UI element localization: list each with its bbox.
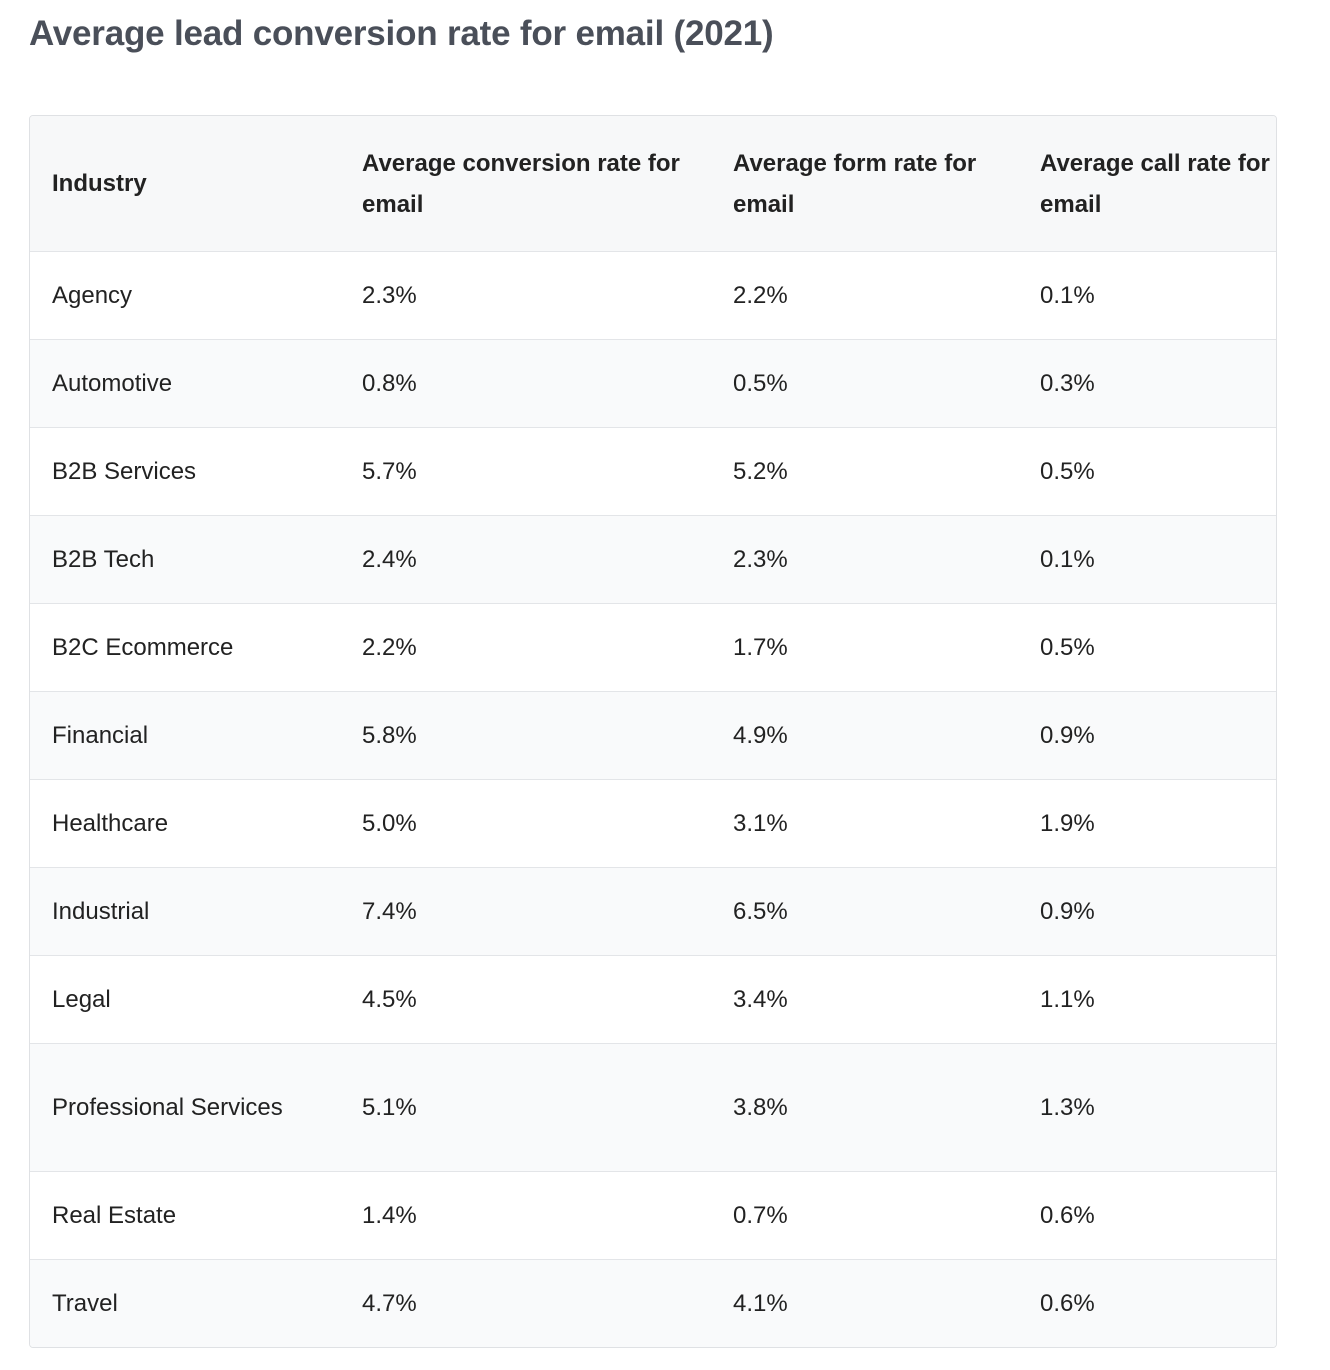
table-row: Agency 2.3% 2.2% 0.1% (30, 251, 1276, 340)
table-row: Legal 4.5% 3.4% 1.1% (30, 955, 1276, 1044)
form-rate-cell: 2.2% (711, 251, 1018, 340)
call-rate-cell: 0.9% (1018, 691, 1276, 780)
conversion-rate-cell: 5.8% (340, 691, 711, 780)
header-conversion-rate: Average conversion rate for email (340, 116, 711, 252)
call-rate-cell: 0.1% (1018, 251, 1276, 340)
conversion-rate-cell: 7.4% (340, 867, 711, 956)
page-title: Average lead conversion rate for email (… (29, 14, 774, 53)
header-industry: Industry (30, 116, 340, 252)
form-rate-cell: 4.1% (711, 1259, 1018, 1347)
form-rate-cell: 4.9% (711, 691, 1018, 780)
industry-cell: Industrial (30, 867, 340, 956)
conversion-rate-cell: 2.4% (340, 515, 711, 604)
industry-cell: Real Estate (30, 1171, 340, 1260)
industry-cell: Healthcare (30, 779, 340, 868)
table-row: Automotive 0.8% 0.5% 0.3% (30, 339, 1276, 428)
call-rate-cell: 0.1% (1018, 515, 1276, 604)
call-rate-cell: 0.5% (1018, 427, 1276, 516)
header-form-rate: Average form rate for email (711, 116, 1018, 252)
form-rate-cell: 1.7% (711, 603, 1018, 692)
form-rate-cell: 5.2% (711, 427, 1018, 516)
conversion-rate-cell: 4.7% (340, 1259, 711, 1347)
industry-cell: Travel (30, 1259, 340, 1347)
call-rate-cell: 0.9% (1018, 867, 1276, 956)
call-rate-cell: 1.9% (1018, 779, 1276, 868)
form-rate-cell: 0.7% (711, 1171, 1018, 1260)
header-call-rate: Average call rate for email (1018, 116, 1276, 252)
form-rate-cell: 3.8% (711, 1043, 1018, 1172)
call-rate-cell: 0.5% (1018, 603, 1276, 692)
conversion-rate-table: Industry Average conversion rate for ema… (29, 115, 1277, 1348)
table-row: Real Estate 1.4% 0.7% 0.6% (30, 1171, 1276, 1260)
call-rate-cell: 1.3% (1018, 1043, 1276, 1172)
call-rate-cell: 0.6% (1018, 1259, 1276, 1347)
industry-cell: B2B Services (30, 427, 340, 516)
industry-cell: Professional Services (30, 1043, 340, 1172)
call-rate-cell: 0.6% (1018, 1171, 1276, 1260)
call-rate-cell: 1.1% (1018, 955, 1276, 1044)
industry-cell: Automotive (30, 339, 340, 428)
table-row: Healthcare 5.0% 3.1% 1.9% (30, 779, 1276, 868)
form-rate-cell: 6.5% (711, 867, 1018, 956)
conversion-rate-cell: 0.8% (340, 339, 711, 428)
table-row: B2B Tech 2.4% 2.3% 0.1% (30, 515, 1276, 604)
conversion-rate-cell: 1.4% (340, 1171, 711, 1260)
form-rate-cell: 0.5% (711, 339, 1018, 428)
conversion-rate-cell: 5.7% (340, 427, 711, 516)
conversion-rate-cell: 5.1% (340, 1043, 711, 1172)
table-row: Professional Services 5.1% 3.8% 1.3% (30, 1043, 1276, 1172)
industry-cell: Legal (30, 955, 340, 1044)
industry-cell: B2B Tech (30, 515, 340, 604)
table-row: Industrial 7.4% 6.5% 0.9% (30, 867, 1276, 956)
conversion-rate-cell: 5.0% (340, 779, 711, 868)
table-row: Travel 4.7% 4.1% 0.6% (30, 1259, 1276, 1347)
call-rate-cell: 0.3% (1018, 339, 1276, 428)
conversion-rate-cell: 4.5% (340, 955, 711, 1044)
table-row: B2B Services 5.7% 5.2% 0.5% (30, 427, 1276, 516)
industry-cell: Agency (30, 251, 340, 340)
form-rate-cell: 2.3% (711, 515, 1018, 604)
table-row: Financial 5.8% 4.9% 0.9% (30, 691, 1276, 780)
conversion-rate-cell: 2.3% (340, 251, 711, 340)
industry-cell: Financial (30, 691, 340, 780)
form-rate-cell: 3.1% (711, 779, 1018, 868)
industry-cell: B2C Ecommerce (30, 603, 340, 692)
table-header-row: Industry Average conversion rate for ema… (30, 116, 1276, 252)
form-rate-cell: 3.4% (711, 955, 1018, 1044)
conversion-rate-cell: 2.2% (340, 603, 711, 692)
table-row: B2C Ecommerce 2.2% 1.7% 0.5% (30, 603, 1276, 692)
